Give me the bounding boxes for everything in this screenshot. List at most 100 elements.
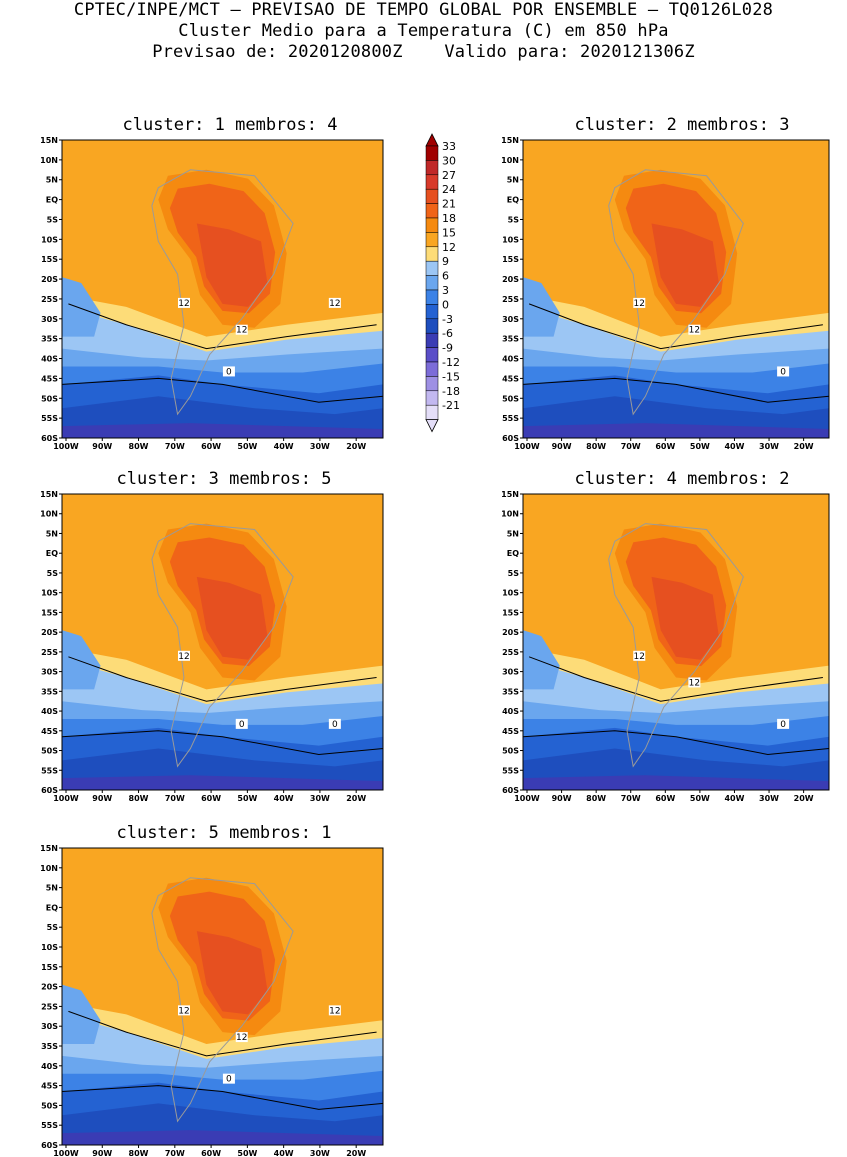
lat-tick-label: EQ xyxy=(46,549,58,558)
lat-tick-label: 25S xyxy=(41,648,58,657)
colorbar-swatch xyxy=(425,174,439,190)
lon-tick-label: 90W xyxy=(552,794,572,803)
lon-tick-label: 80W xyxy=(129,794,149,803)
lat-tick-label: 20S xyxy=(502,275,519,284)
lat-tick-label: 35S xyxy=(502,335,519,344)
contour-label: 12 xyxy=(178,1006,189,1016)
lat-tick-label: 50S xyxy=(41,747,58,756)
colorbar-swatch xyxy=(425,217,439,233)
contour-label-bg xyxy=(177,650,190,661)
lat-tick-label: 55S xyxy=(502,414,519,423)
contour-label-bg xyxy=(235,324,248,335)
lon-tick-label: 70W xyxy=(621,794,641,803)
lat-tick-label: EQ xyxy=(46,196,58,205)
contour-label-bg xyxy=(777,366,790,377)
map-panel-5: cluster: 5 membros: 1 12 12 12 0 15N 10N 5N EQ 5S… xyxy=(40,823,384,1157)
lat-tick-label: 5S xyxy=(47,215,59,224)
colorbar-swatch xyxy=(425,347,439,363)
contour-label: 12 xyxy=(329,299,340,309)
lat-tick-label: 35S xyxy=(502,687,519,696)
colorbar-label: 6 xyxy=(442,270,449,283)
lon-tick-label: 20W xyxy=(346,442,366,451)
lat-tick-label: 50S xyxy=(41,394,58,403)
contour-label: 12 xyxy=(329,1006,340,1016)
figure-title-line-2: Cluster Medio para a Temperatura (C) em … xyxy=(178,21,669,41)
lat-tick-label: 15N xyxy=(40,490,58,499)
lat-tick-label: 35S xyxy=(41,1042,58,1051)
temperature-band xyxy=(523,775,829,790)
coastline xyxy=(608,169,744,416)
temperature-band xyxy=(196,931,268,1015)
contour-label-bg xyxy=(688,324,701,335)
lat-tick-label: 30S xyxy=(502,668,519,677)
lon-tick-label: 40W xyxy=(724,442,744,451)
contour-0 xyxy=(61,730,384,755)
lat-tick-label: 10N xyxy=(40,510,58,519)
colorbar-label: -3 xyxy=(442,313,453,326)
lat-tick-label: 50S xyxy=(502,747,519,756)
contour-0 xyxy=(61,377,384,403)
lat-tick-label: 10N xyxy=(40,864,58,873)
colorbar-label: 18 xyxy=(442,212,456,225)
colorbar-swatch xyxy=(425,361,439,377)
temperature-band xyxy=(62,984,101,1045)
map-frame xyxy=(522,493,830,791)
temperature-band xyxy=(196,223,268,307)
lon-tick-label: 60W xyxy=(201,1149,221,1157)
map-panel-2: cluster: 2 membros: 3 12 12 0 15N 10N 5N EQ 5S 10… xyxy=(501,115,830,451)
colorbar-swatch xyxy=(425,246,439,262)
lon-tick-label: 40W xyxy=(274,442,294,451)
lon-tick-label: 30W xyxy=(310,442,330,451)
colorbar-swatch xyxy=(425,145,439,161)
lat-tick-label: 40S xyxy=(41,355,58,364)
lon-tick-label: 20W xyxy=(346,1149,366,1157)
colorbar-label: -18 xyxy=(442,385,460,398)
lat-tick-label: EQ xyxy=(507,549,519,558)
lon-tick-label: 80W xyxy=(129,442,149,451)
lat-tick-label: 15S xyxy=(41,608,58,617)
contour-label: 0 xyxy=(332,720,338,730)
figure-title-line-3: Previsao de: 2020120800Z Valido para: 20… xyxy=(152,42,695,62)
lat-tick-label: 30S xyxy=(502,315,519,324)
lon-tick-label: 40W xyxy=(274,794,294,803)
map-frame xyxy=(522,139,830,439)
map-panel-4: cluster: 4 membros: 2 12 12 0 15N 10N 5N EQ 5S 10… xyxy=(501,469,830,803)
contour-label: 0 xyxy=(239,720,245,730)
lat-tick-label: 60S xyxy=(502,786,519,795)
lon-tick-label: 100W xyxy=(53,442,79,451)
lat-tick-label: 10N xyxy=(40,156,58,165)
lat-tick-label: 35S xyxy=(41,335,58,344)
contour-label-bg xyxy=(328,1005,341,1016)
lat-tick-label: 5N xyxy=(46,529,58,538)
colorbar-swatch xyxy=(425,232,439,248)
lat-tick-label: 40S xyxy=(41,1062,58,1071)
lat-tick-label: 10S xyxy=(41,235,58,244)
colorbar-label: 12 xyxy=(442,241,456,254)
colorbar-swatch xyxy=(425,203,439,219)
contour-12 xyxy=(528,656,823,702)
lat-tick-label: 50S xyxy=(41,1101,58,1110)
lat-tick-label: 20S xyxy=(502,628,519,637)
lat-tick-label: 15S xyxy=(41,255,58,264)
lat-tick-label: 40S xyxy=(41,707,58,716)
lon-tick-label: 20W xyxy=(346,794,366,803)
contour-label-bg xyxy=(688,677,701,688)
lon-tick-label: 90W xyxy=(92,794,112,803)
colorbar-swatch xyxy=(425,275,439,291)
map-frame xyxy=(61,847,384,1146)
contour-12 xyxy=(68,303,377,350)
contour-label: 12 xyxy=(178,299,189,309)
colorbar-swatch xyxy=(425,188,439,204)
colorbar-label: -6 xyxy=(442,327,453,340)
lat-tick-label: 40S xyxy=(502,707,519,716)
colorbar-swatch xyxy=(425,332,439,348)
panel-title-1: cluster: 1 membros: 4 xyxy=(123,115,338,135)
temperature-band xyxy=(62,1130,383,1145)
lon-tick-label: 100W xyxy=(53,1149,79,1157)
lat-tick-label: 5S xyxy=(47,569,59,578)
lon-tick-label: 30W xyxy=(310,794,330,803)
contour-label-bg xyxy=(235,718,248,729)
lat-tick-label: 20S xyxy=(41,983,58,992)
contour-12 xyxy=(68,656,377,702)
lat-tick-label: 45S xyxy=(502,374,519,383)
